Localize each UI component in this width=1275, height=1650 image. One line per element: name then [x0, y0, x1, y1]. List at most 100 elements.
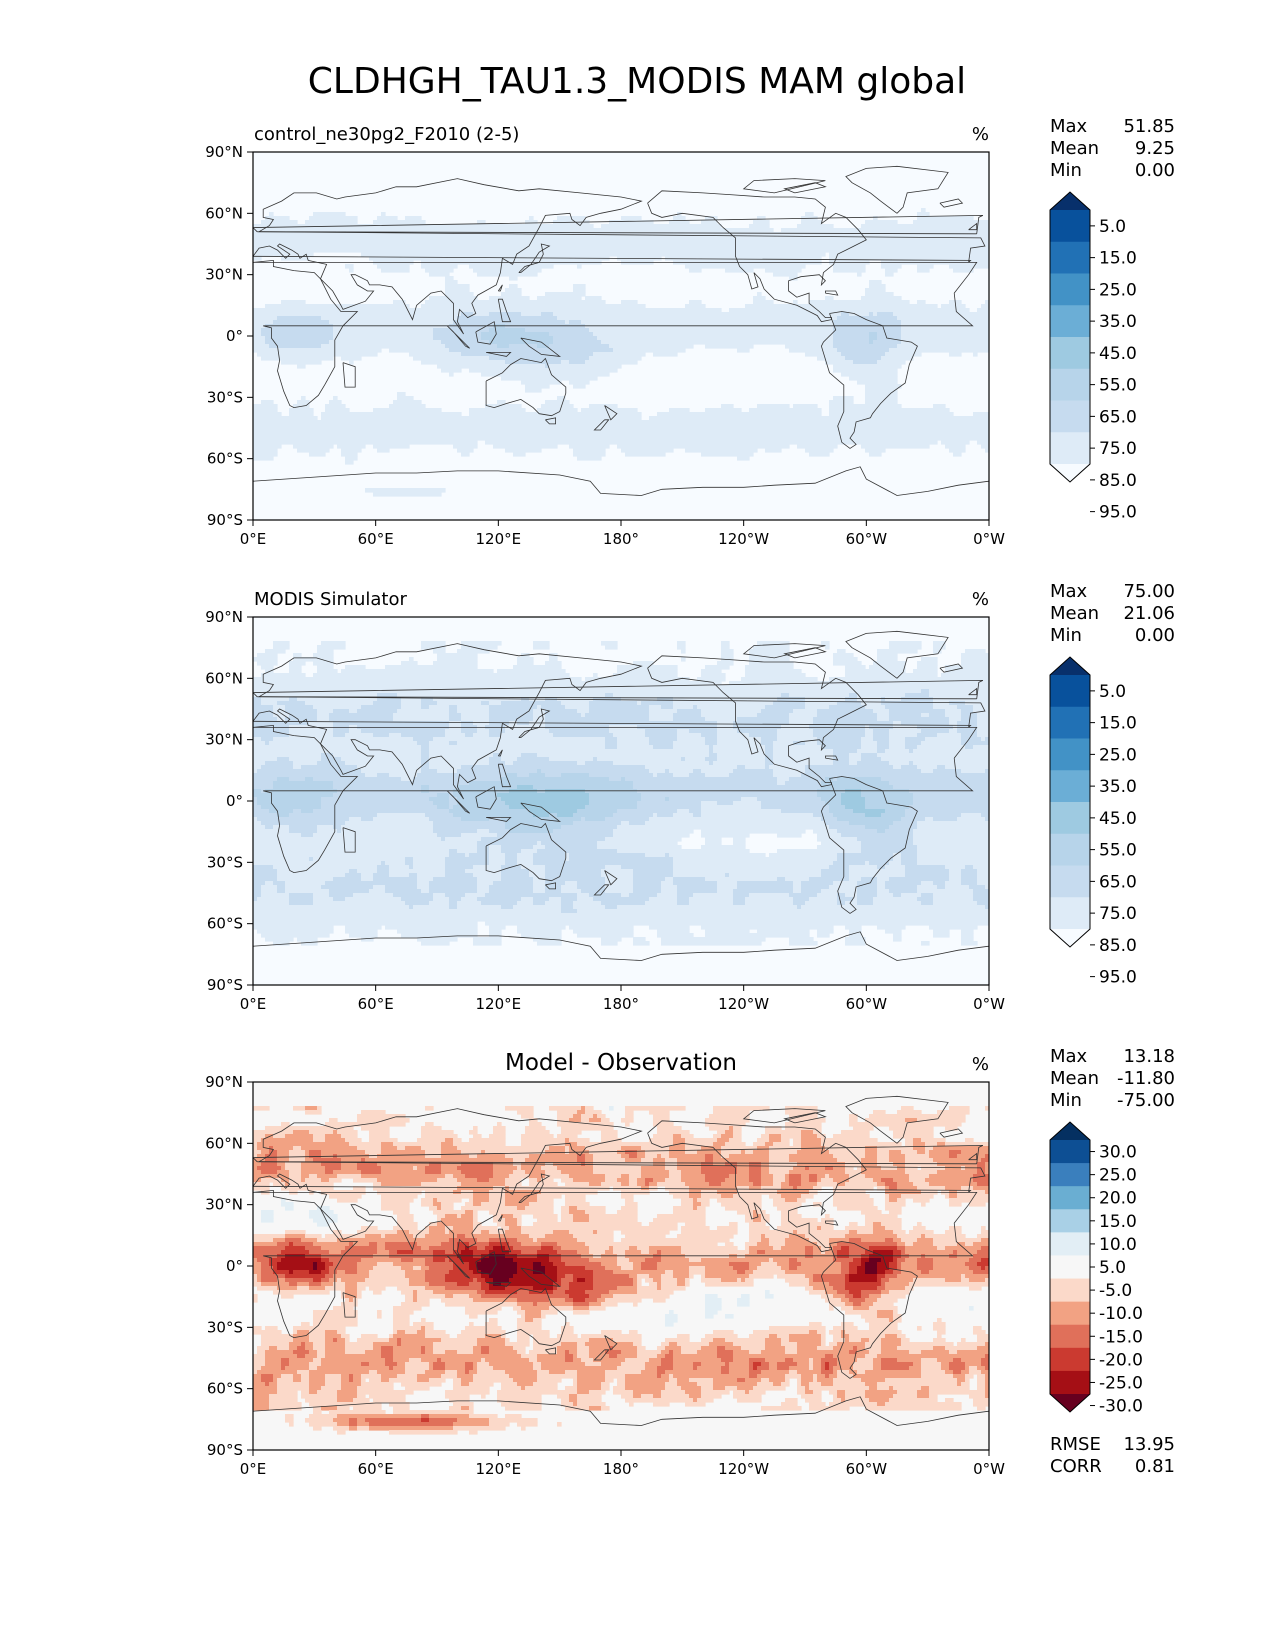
coastline	[497, 1214, 503, 1222]
y-tick-label: 60°S	[207, 1380, 243, 1398]
colorbar-label: -20.0	[1099, 1350, 1143, 1370]
colorbar-label: 35.0	[1099, 777, 1137, 797]
colorbar-label: 35.0	[1099, 312, 1137, 332]
colorbar-segment	[1050, 706, 1090, 739]
y-tick-label: 0°	[226, 792, 243, 810]
coastline	[253, 680, 984, 700]
colorbar-label: 75.0	[1099, 439, 1137, 459]
stat-label-mean: Mean	[1050, 603, 1099, 624]
stat-value-max: 51.85	[1123, 116, 1175, 137]
colorbar-segment	[1050, 1186, 1090, 1210]
colorbar-label: 15.0	[1099, 714, 1137, 734]
colorbar-segment	[1050, 368, 1090, 401]
x-tick-label: 60°E	[358, 995, 394, 1013]
x-tick-label: 0°E	[240, 530, 267, 548]
colorbar-label: 25.0	[1099, 280, 1137, 300]
colorbar-label: 85.0	[1099, 471, 1137, 491]
x-tick-label: 180°	[603, 530, 639, 548]
coastline	[497, 763, 512, 788]
colorbar-segment	[1050, 675, 1090, 708]
panel-title: MODIS Simulator	[254, 589, 407, 610]
coastline	[742, 643, 826, 659]
coastline	[497, 298, 512, 323]
coastline	[604, 1335, 618, 1351]
x-tick-label: 60°E	[358, 530, 394, 548]
map-panel-2: 0°E 60°E 120°E 180° 120°W 60°W 0°W 90°N 60°N 30°N…	[205, 581, 1175, 1013]
stat-label-min: Min	[1050, 160, 1082, 181]
colorbar-extend-max	[1050, 1122, 1090, 1140]
colorbar-segment	[1050, 305, 1090, 338]
coastline	[342, 1292, 356, 1318]
colorbar-label: -25.0	[1099, 1373, 1143, 1393]
colorbar-label: 65.0	[1099, 872, 1137, 892]
coastline	[486, 351, 512, 357]
units-label: %	[972, 124, 989, 145]
colorbar-segment	[1050, 770, 1090, 803]
colorbar-label: -5.0	[1099, 1281, 1132, 1301]
coastline	[253, 259, 978, 409]
data-field	[253, 152, 989, 520]
coastline	[486, 1282, 512, 1287]
stat-value-mean: 21.06	[1123, 603, 1175, 624]
colorbar-segment	[1050, 738, 1090, 771]
colorbar-label: 15.0	[1099, 1212, 1137, 1232]
coastline	[253, 724, 978, 874]
y-tick-label: 90°N	[205, 1073, 243, 1091]
colorbar-segment	[1050, 273, 1090, 306]
stat-value-min: 0.00	[1135, 160, 1175, 181]
colorbar-segment	[1050, 802, 1090, 835]
map-panel-3: 0°E 60°E 120°E 180° 120°W 60°W 0°W 90°N 60°N 30°N…	[205, 1046, 1175, 1478]
colorbar-label: -10.0	[1099, 1304, 1143, 1324]
coastline	[253, 931, 989, 961]
colorbar-segment	[1050, 1140, 1090, 1164]
coastline	[820, 311, 918, 449]
colorbar-outline	[1049, 191, 1091, 483]
x-tick-label: 180°	[603, 995, 639, 1013]
data-field	[253, 617, 989, 985]
coastline	[253, 1145, 984, 1165]
stat-value-max: 13.18	[1123, 1046, 1175, 1067]
stat-label-mean: Mean	[1050, 1068, 1099, 1089]
colorbar-extend-min	[1050, 1394, 1090, 1412]
colorbar-label: 45.0	[1099, 809, 1137, 829]
x-tick-label: 120°E	[476, 530, 522, 548]
colorbar-label: 55.0	[1099, 376, 1137, 396]
y-tick-label: 90°N	[205, 608, 243, 626]
colorbar-label: 65.0	[1099, 407, 1137, 427]
stat-value-min: 0.00	[1135, 625, 1175, 646]
panel-title: Model - Observation	[505, 1050, 737, 1076]
data-field	[253, 1082, 989, 1450]
y-tick-label: 90°N	[205, 143, 243, 161]
y-tick-label: 60°S	[207, 915, 243, 933]
coastline	[742, 1108, 826, 1124]
coastline	[485, 1287, 567, 1347]
colorbar-segment	[1050, 241, 1090, 274]
colorbar-label: 25.0	[1099, 1166, 1137, 1186]
panels: 0°E 60°E 120°E 180° 120°W 60°W 0°W 90°N 60°N 30°N…	[205, 116, 1175, 1478]
coastline	[446, 790, 470, 814]
colorbar-segment	[1050, 1255, 1090, 1280]
x-tick-label: 120°E	[476, 1460, 522, 1478]
x-tick-label: 0°W	[973, 995, 1005, 1013]
y-tick-label: 30°N	[205, 731, 243, 749]
coastline	[968, 1152, 978, 1161]
coastline	[475, 321, 497, 345]
colorbar-label: 25.0	[1099, 745, 1137, 765]
y-tick-label: 0°	[226, 1257, 243, 1275]
coastline	[593, 1349, 610, 1361]
colorbar-segment	[1050, 865, 1090, 898]
x-tick-label: 120°W	[718, 995, 769, 1013]
coastline	[647, 190, 867, 323]
colorbar-label: 95.0	[1099, 503, 1137, 523]
coastline	[968, 687, 978, 696]
coastline	[446, 325, 470, 349]
colorbar-label: -15.0	[1099, 1327, 1143, 1347]
colorbar-segment	[1050, 833, 1090, 866]
units-label: %	[972, 1054, 989, 1075]
coastline	[845, 1095, 949, 1144]
colorbar-segment	[1050, 1301, 1090, 1326]
y-tick-label: 60°S	[207, 450, 243, 468]
x-tick-label: 60°W	[846, 1460, 888, 1478]
y-tick-label: 60°N	[205, 204, 243, 222]
